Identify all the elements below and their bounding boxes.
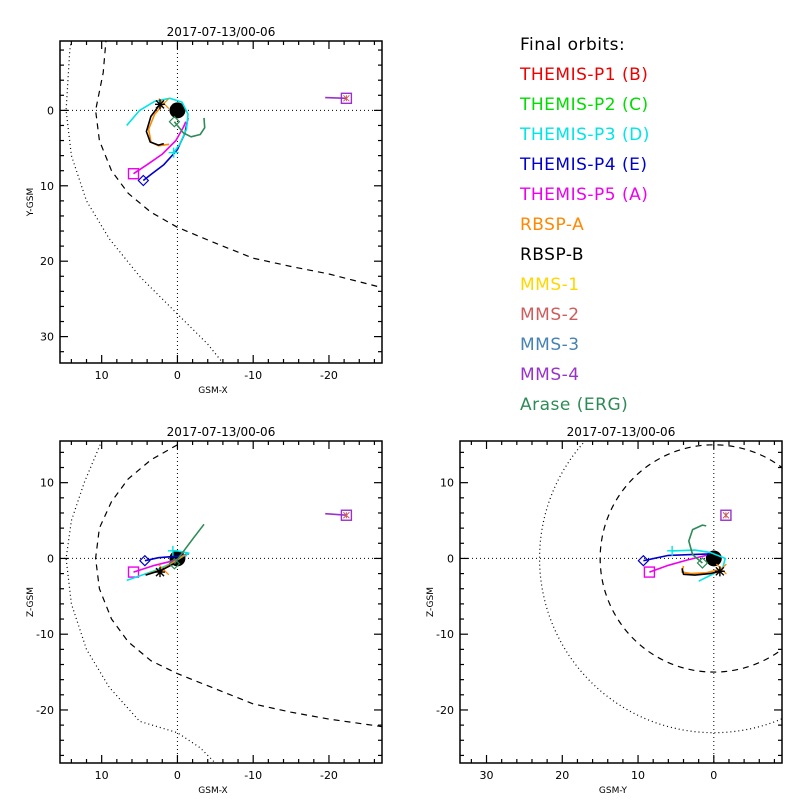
x-tick-label: -20 (320, 369, 338, 382)
plot-frame (59, 440, 383, 764)
plot-xz: 10 0 -10 -20 10 0 -10 -20 2017-07-13/00-06 GSM-X Z… (26, 425, 383, 796)
y-tick-label: 10 (40, 477, 54, 490)
orbit-marker-diamond (139, 554, 151, 567)
plot-area (60, 41, 382, 363)
orbit-line (687, 524, 707, 564)
plot-area (460, 441, 782, 763)
orbit-line (145, 556, 186, 576)
orbit-marker-square (643, 566, 656, 578)
orbit-marker-diamond (137, 174, 150, 187)
orbit-marker-star (714, 566, 725, 577)
magnetopause-curve (94, 41, 382, 289)
plot-xy: 10 0 -10 -20 0 10 20 30 2017-07-13/00-06 GSM-X Y-G… (26, 25, 383, 396)
plot-yz: 30 20 10 0 10 0 -10 -20 2017-07-13/00-06 GSM-Y Z-G… (426, 425, 783, 796)
orbit-marker-diamond (168, 115, 181, 128)
bow-shock-curve (65, 441, 216, 763)
x-tick-label: 0 (174, 769, 181, 782)
earth-disk (169, 102, 186, 119)
legend-item: THEMIS-P3 (D) (520, 125, 650, 145)
orbit-marker-cluster (343, 511, 350, 519)
plot-frame (59, 40, 383, 364)
orbit-marker-plus (167, 545, 178, 556)
x-tick-label: -10 (244, 369, 262, 382)
y-tick-label: 10 (40, 180, 54, 193)
x-axis-label: GSM-X (198, 786, 227, 796)
legend-item: Arase (ERG) (520, 395, 629, 415)
legend-item: RBSP-B (520, 245, 585, 265)
orbit-line (133, 121, 187, 175)
y-tick-label: 0 (47, 552, 54, 565)
orbit-line (681, 568, 721, 576)
orbit-marker-square (340, 509, 353, 521)
legend-item: MMS-3 (520, 335, 580, 355)
orbit-line (126, 97, 189, 154)
y-tick-label: 30 (40, 331, 54, 344)
x-tick-label: 30 (480, 769, 494, 782)
y-tick-label: 0 (47, 104, 54, 117)
orbit-marker-diamond (168, 557, 181, 570)
magnetopause-curve (599, 444, 782, 673)
x-axis-label: GSM-X (198, 386, 227, 396)
x-tick-label: -20 (320, 769, 338, 782)
y-axis-label: Z-GSM (26, 587, 36, 617)
orbit-marker-cluster (343, 94, 350, 102)
legend-item: MMS-1 (520, 275, 580, 295)
y-tick-label: -10 (36, 628, 54, 641)
y-tick-label: 10 (440, 477, 454, 490)
x-tick-label: 20 (555, 769, 569, 782)
orbit-marker-cluster (722, 511, 730, 519)
y-tick-label: -20 (36, 704, 54, 717)
orbit-line (173, 523, 205, 565)
orbit-line (147, 103, 170, 147)
x-tick-label: 10 (95, 369, 109, 382)
orbit-marker-plus (168, 147, 179, 158)
y-tick-label: 20 (40, 255, 54, 268)
plot-title: 2017-07-13/00-06 (167, 25, 276, 39)
orbit-line (145, 103, 165, 146)
plot-title: 2017-07-13/00-06 (567, 425, 676, 439)
legend-item: THEMIS-P1 (B) (520, 65, 649, 85)
legend-item: MMS-2 (520, 305, 580, 325)
legend-item: RBSP-A (520, 215, 585, 235)
legend-item: THEMIS-P2 (C) (520, 95, 649, 115)
x-tick-label: 10 (631, 769, 645, 782)
plot-frame (459, 440, 783, 764)
legend-item: THEMIS-P5 (A) (520, 185, 649, 205)
orbit-marker-star (155, 99, 166, 110)
legend-item: MMS-4 (520, 365, 580, 385)
orbit-marker-star (155, 567, 166, 578)
orbit-marker-square (340, 92, 353, 105)
orbit-line (173, 117, 206, 138)
bow-shock-curve (65, 41, 224, 363)
orbit-marker-square (720, 509, 732, 521)
magnetopause-curve (94, 444, 382, 728)
orbit-line (672, 549, 727, 582)
x-tick-label: 0 (174, 369, 181, 382)
orbit-marker-diamond (696, 557, 709, 569)
orbit-marker-plus (667, 545, 678, 556)
y-axis-label: Z-GSM (426, 587, 436, 617)
legend-item: THEMIS-P4 (E) (520, 155, 648, 175)
y-tick-label: -20 (436, 704, 454, 717)
orbit-marker-square (127, 566, 140, 578)
x-tick-label: 10 (95, 769, 109, 782)
y-axis-label: Y-GSM (26, 188, 36, 217)
orbit-marker-diamond (637, 554, 650, 567)
x-tick-label: 0 (710, 769, 717, 782)
orbit-line (643, 553, 711, 562)
orbit-line (325, 512, 347, 516)
plot-title: 2017-07-13/00-06 (167, 425, 276, 439)
orbit-marker-square (127, 168, 140, 180)
y-tick-label: -10 (436, 628, 454, 641)
plot-area (60, 441, 382, 763)
x-tick-label: -10 (244, 769, 262, 782)
y-tick-label: 0 (447, 552, 454, 565)
legend: Final orbits: THEMIS-P1 (B) THEMIS-P2 (C)… (520, 30, 650, 420)
orbit-line (325, 96, 347, 100)
legend-title: Final orbits: (520, 35, 626, 55)
x-axis-label: GSM-Y (599, 786, 628, 796)
